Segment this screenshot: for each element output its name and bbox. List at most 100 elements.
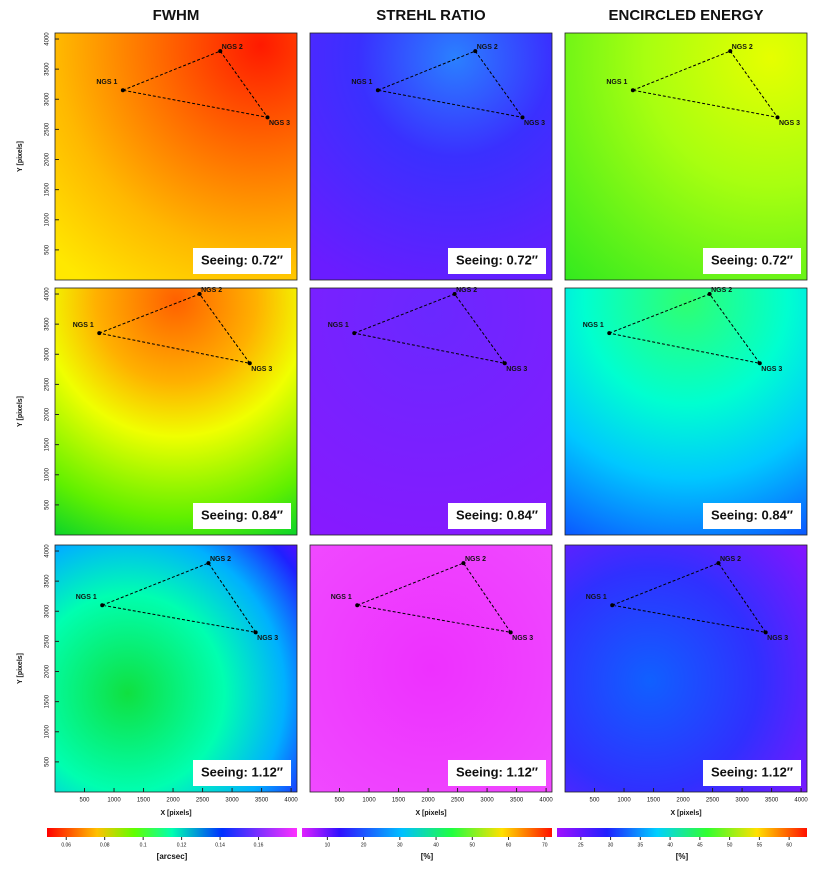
asterism-triangle [121,50,269,119]
colorbar-tick-label: 40 [433,842,439,848]
seeing-box [193,760,291,786]
star-label: NGS 1 [73,322,94,329]
colorbar-tick-label: 30 [397,842,403,848]
x-tick-label: 500 [335,798,346,804]
y-tick-label: 1500 [45,437,51,451]
guide-star [355,603,360,608]
seeing-box [448,248,546,274]
star-label: NGS 1 [76,594,97,601]
x-tick-label: 3500 [765,798,779,804]
seeing-box [448,760,546,786]
star-label: NGS 2 [465,556,486,563]
column-title: FWHM [153,7,200,24]
guide-star [763,630,768,635]
asterism-triangle [97,293,251,365]
y-tick-label: 3000 [45,347,51,361]
x-tick-label: 3000 [225,798,239,804]
y-tick-label: 2500 [45,634,51,648]
star-label: NGS 3 [269,120,290,127]
colorbar-tick-label: 0.08 [100,842,110,848]
star-label: NGS 2 [201,287,222,294]
x-tick-label: 3500 [255,798,269,804]
x-tick-label: 4000 [539,798,553,804]
star-label: NGS 3 [512,635,533,642]
colorbar-tick-label: 40 [667,842,673,848]
x-axis-label: X [pixels] [415,810,446,817]
guide-star [100,603,105,608]
y-tick-label: 3000 [45,604,51,618]
guide-star [97,331,102,336]
guide-star [253,630,258,635]
star-label: NGS 2 [720,556,741,563]
colorbar-tick-label: 35 [638,842,644,848]
colorbar-label: [%] [676,852,689,861]
asterism-triangle [376,50,524,119]
x-tick-label: 500 [590,798,601,804]
y-tick-label: 1000 [45,212,51,226]
asterism-triangle [607,293,761,365]
x-tick-label: 3500 [510,798,524,804]
star-label: NGS 2 [477,44,498,51]
guide-star [707,292,712,297]
star-label: NGS 3 [761,366,782,373]
map-panel [309,32,553,281]
guide-star [775,115,780,120]
colorbar-tick-label: 45 [697,842,703,848]
y-tick-label: 4000 [45,32,51,46]
map-panel [54,32,298,281]
column-title: STREHL RATIO [376,7,486,24]
y-tick-label: 1500 [45,694,51,708]
x-tick-label: 2000 [421,798,435,804]
star-label: NGS 3 [506,366,527,373]
guide-star [508,630,513,635]
seeing-box [703,760,801,786]
seeing-label: Seeing: 0.84″ [456,507,538,522]
map-panel [309,287,553,536]
colorbar-tick-label: 10 [325,842,331,848]
y-tick-label: 3000 [45,92,51,106]
map-panel [54,544,298,793]
star-label: NGS 1 [331,594,352,601]
x-tick-label: 1000 [362,798,376,804]
guide-star [197,292,202,297]
x-tick-label: 2000 [166,798,180,804]
x-tick-label: 2500 [196,798,210,804]
guide-star [247,361,252,366]
star-label: NGS 3 [524,120,545,127]
guide-star [265,115,270,120]
y-tick-label: 1500 [45,182,51,196]
colorbar-tick-label: 0.1 [140,842,147,848]
star-label: NGS 3 [779,120,800,127]
colorbar-tick-label: 60 [786,842,792,848]
star-label: NGS 1 [328,322,349,329]
seeing-box [448,503,546,529]
colorbar-tick-label: 0.12 [177,842,187,848]
x-tick-label: 1500 [392,798,406,804]
seeing-label: Seeing: 0.72″ [201,252,283,267]
seeing-label: Seeing: 1.12″ [711,764,793,779]
y-tick-label: 1000 [45,724,51,738]
star-label: NGS 2 [711,287,732,294]
star-label: NGS 1 [96,79,117,86]
y-tick-label: 2500 [45,377,51,391]
seeing-box [193,503,291,529]
guide-star [607,331,612,336]
asterism-triangle [631,50,779,119]
colorbar-tick-label: 50 [470,842,476,848]
colorbar-tick-label: 0.16 [254,842,264,848]
seeing-box [193,248,291,274]
x-tick-label: 1000 [617,798,631,804]
colorbar-tick-label: 70 [542,842,548,848]
colorbar [302,828,552,837]
colorbar [557,828,807,837]
colorbar-tick-label: 50 [727,842,733,848]
x-tick-label: 3000 [735,798,749,804]
x-tick-label: 4000 [794,798,808,804]
asterism-triangle [610,562,767,634]
colorbar-tick-label: 20 [361,842,367,848]
colorbar-label: [%] [421,852,434,861]
star-label: NGS 1 [606,79,627,86]
guide-star [461,561,466,566]
seeing-label: Seeing: 0.84″ [711,507,793,522]
y-tick-label: 4000 [45,287,51,301]
